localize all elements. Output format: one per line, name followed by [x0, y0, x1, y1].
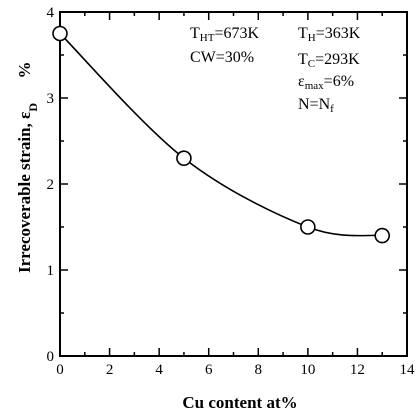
x-tick-label: 6	[205, 362, 213, 378]
data-point	[176, 150, 192, 166]
y-tick-label: 1	[47, 263, 55, 279]
x-tick-label: 10	[300, 362, 315, 378]
data-point	[52, 25, 68, 42]
y-tick-label: 2	[47, 177, 55, 193]
y-tick-label: 3	[47, 91, 55, 107]
condition-annotation: CW=30%	[190, 49, 254, 66]
condition-annotation: N=Nf	[298, 96, 334, 115]
y-axis-unit: %	[15, 62, 34, 79]
y-axis-label: Irrecoverable strain, εD	[15, 103, 40, 273]
condition-annotation: THT=673K	[190, 25, 259, 44]
x-axis-label: Cu content at%	[182, 393, 297, 412]
condition-annotation: TC=293K	[298, 51, 360, 70]
x-tick-label: 2	[106, 362, 114, 378]
data-point	[300, 219, 316, 235]
data-point	[374, 227, 391, 244]
x-tick-label: 12	[350, 362, 365, 378]
y-tick-label: 0	[47, 349, 55, 365]
plot-frame	[59, 11, 408, 357]
condition-annotations: THT=673K CW=30% TH=363K TC=293K εmax=6% N=Nf	[190, 25, 361, 115]
data-points	[52, 25, 391, 244]
y-tick-label: 4	[47, 5, 55, 21]
x-tick-label: 8	[255, 362, 263, 378]
x-tick-label: 0	[56, 362, 64, 378]
condition-annotation: TH=363K	[298, 25, 361, 44]
condition-annotation: εmax=6%	[298, 73, 354, 92]
y-axis-label-group: Irrecoverable strain, εD	[15, 103, 40, 273]
fit-curve	[59, 32, 383, 237]
x-tick-label: 4	[155, 362, 163, 378]
x-tick-label: 14	[400, 362, 416, 378]
